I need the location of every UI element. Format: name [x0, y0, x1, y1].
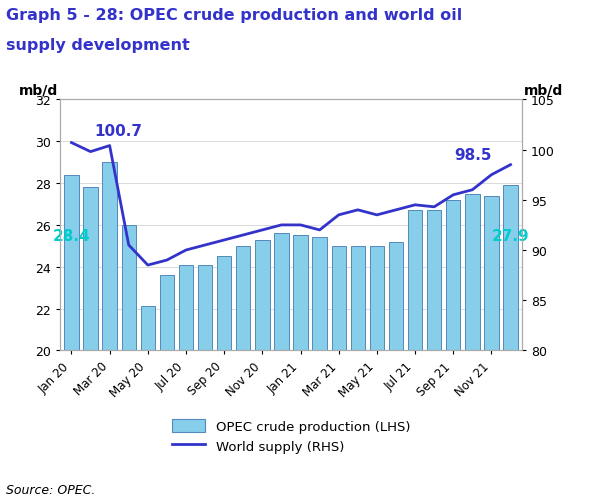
- Text: 100.7: 100.7: [94, 123, 142, 138]
- Bar: [236, 246, 250, 501]
- Bar: [122, 225, 136, 501]
- Bar: [332, 246, 346, 501]
- Bar: [255, 240, 269, 501]
- Bar: [293, 236, 308, 501]
- Bar: [313, 238, 327, 501]
- Bar: [140, 307, 155, 501]
- Bar: [446, 200, 460, 501]
- Bar: [465, 194, 479, 501]
- Text: 27.9: 27.9: [492, 228, 529, 243]
- Legend: OPEC crude production (LHS), World supply (RHS): OPEC crude production (LHS), World suppl…: [166, 412, 416, 459]
- Text: Source: OPEC.: Source: OPEC.: [6, 483, 95, 496]
- Text: Graph 5 - 28: OPEC crude production and world oil: Graph 5 - 28: OPEC crude production and …: [6, 8, 462, 23]
- Text: mb/d: mb/d: [524, 84, 563, 98]
- Bar: [179, 265, 193, 501]
- Bar: [350, 246, 365, 501]
- Text: supply development: supply development: [6, 38, 190, 53]
- Bar: [64, 175, 79, 501]
- Bar: [198, 265, 212, 501]
- Text: mb/d: mb/d: [19, 84, 58, 98]
- Bar: [217, 257, 232, 501]
- Bar: [83, 188, 98, 501]
- Bar: [427, 211, 442, 501]
- Text: 98.5: 98.5: [454, 147, 491, 162]
- Bar: [160, 276, 174, 501]
- Bar: [408, 211, 422, 501]
- Bar: [389, 242, 403, 501]
- Bar: [274, 234, 289, 501]
- Bar: [370, 246, 384, 501]
- Bar: [103, 163, 117, 501]
- Bar: [503, 186, 518, 501]
- Text: 28.4: 28.4: [53, 228, 90, 243]
- Bar: [484, 196, 499, 501]
